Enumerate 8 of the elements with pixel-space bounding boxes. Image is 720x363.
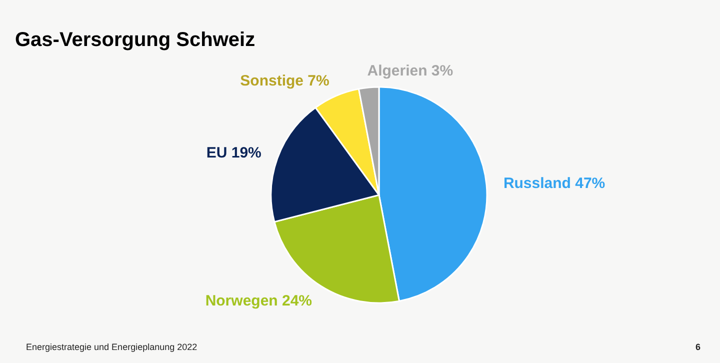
slice-label: Norwegen 24% xyxy=(205,292,312,310)
slice-label: EU 19% xyxy=(206,144,262,162)
slice-label: Sonstige 7% xyxy=(240,72,330,90)
slice-label: Algerien 3% xyxy=(367,62,454,80)
chart-title: Gas-Versorgung Schweiz xyxy=(15,29,256,51)
text: Energiestrategie und Energieplanung 2022 xyxy=(26,342,198,352)
text: 6 xyxy=(695,342,701,352)
slice-label: Russland 47% xyxy=(503,175,606,192)
